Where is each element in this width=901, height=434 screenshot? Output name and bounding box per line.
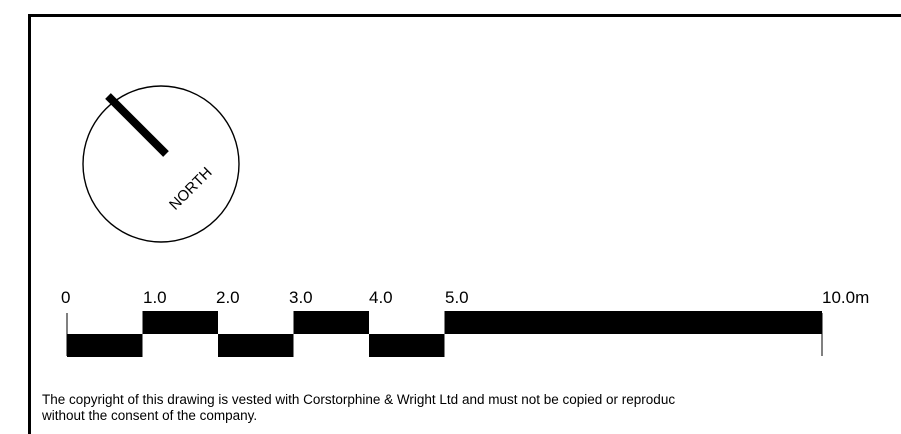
scale-label-10: 10.0m: [822, 288, 870, 307]
scale-segment-3: [293, 311, 369, 334]
scale-label-3: 3.0: [289, 288, 313, 307]
scale-segment-4: [369, 334, 445, 357]
scale-segment-1: [142, 311, 218, 334]
scale-label-4: 4.0: [369, 288, 393, 307]
scale-segment-0: [67, 334, 143, 357]
copyright-line-2: without the consent of the company.: [42, 408, 258, 423]
scale-segment-2: [218, 334, 294, 357]
scale-label-0: 0: [61, 288, 71, 307]
scale-bar: [66, 311, 823, 357]
north-arrow-needle: [105, 93, 169, 157]
scale-label-1: 1.0: [143, 288, 167, 307]
north-arrow-icon: NORTH: [82, 85, 240, 243]
scale-segment-5: [444, 311, 822, 334]
scale-segments: [67, 311, 822, 357]
north-arrow-circle: [82, 85, 240, 243]
copyright-notice: The copyright of this drawing is vested …: [42, 392, 900, 424]
scale-label-5: 5.0: [445, 288, 469, 307]
scale-label-2: 2.0: [216, 288, 240, 307]
drawing-frame: [28, 14, 901, 434]
copyright-line-1: The copyright of this drawing is vested …: [42, 392, 676, 407]
